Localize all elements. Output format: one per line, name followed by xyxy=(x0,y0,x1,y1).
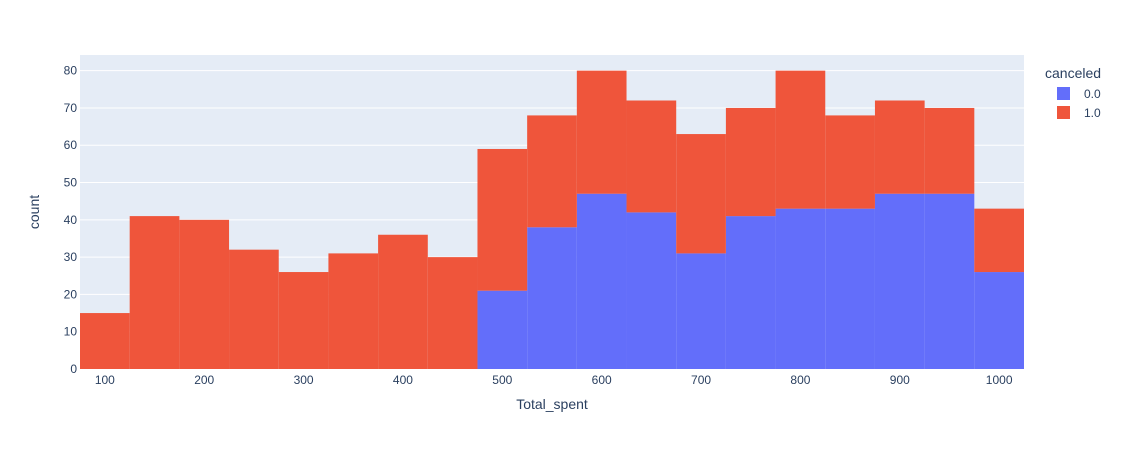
bars xyxy=(80,70,1024,369)
y-tick-label: 40 xyxy=(64,213,78,227)
bar-canceled-0.0-bin-900 xyxy=(874,193,925,369)
x-tick-labels: 100 200 300 400 500 600 700 800 900 1000 xyxy=(95,373,1013,387)
bar-canceled-0.0-bin-850 xyxy=(825,208,875,369)
x-tick-label: 300 xyxy=(294,373,314,387)
legend-title: canceled xyxy=(1045,65,1101,81)
x-tick-label: 1000 xyxy=(986,373,1013,387)
bar-canceled-1.0-bin-900 xyxy=(874,100,925,194)
bar-canceled-1.0-bin-800 xyxy=(775,70,826,209)
y-tick-label: 20 xyxy=(64,287,78,301)
x-axis-title: Total_spent xyxy=(516,396,588,412)
y-tick-label: 0 xyxy=(70,362,77,376)
bar-canceled-1.0-bin-200 xyxy=(179,219,230,369)
y-tick-label: 60 xyxy=(64,138,78,152)
bar-canceled-1.0-bin-400 xyxy=(378,234,428,369)
x-tick-label: 100 xyxy=(95,373,115,387)
bar-canceled-1.0-bin-850 xyxy=(825,115,875,209)
x-tick-label: 800 xyxy=(790,373,810,387)
bar-canceled-0.0-bin-600 xyxy=(576,193,627,369)
bar-canceled-0.0-bin-750 xyxy=(725,216,776,369)
y-tick-label: 80 xyxy=(64,64,78,78)
bar-canceled-1.0-bin-350 xyxy=(328,253,379,369)
bar-canceled-1.0-bin-750 xyxy=(725,107,776,217)
bar-canceled-1.0-bin-150 xyxy=(129,216,180,369)
bar-canceled-1.0-bin-500 xyxy=(477,148,528,291)
y-tick-label: 10 xyxy=(64,325,78,339)
bar-canceled-0.0-bin-500 xyxy=(477,290,528,369)
bar-canceled-1.0-bin-700 xyxy=(676,134,726,254)
bar-canceled-1.0-bin-100 xyxy=(80,313,130,369)
bar-canceled-1.0-bin-450 xyxy=(427,257,478,369)
bar-canceled-0.0-bin-950 xyxy=(924,193,975,369)
bar-canceled-1.0-bin-1000 xyxy=(974,208,1024,273)
bar-canceled-0.0-bin-650 xyxy=(626,212,677,369)
y-tick-label: 70 xyxy=(64,101,78,115)
legend-swatch[interactable] xyxy=(1057,87,1070,100)
bar-canceled-0.0-bin-1000 xyxy=(974,272,1024,369)
x-tick-label: 600 xyxy=(592,373,612,387)
x-tick-label: 700 xyxy=(691,373,711,387)
y-tick-labels: 0 10 20 30 40 50 60 70 80 xyxy=(64,64,78,376)
bar-canceled-1.0-bin-250 xyxy=(229,249,279,369)
bar-canceled-0.0-bin-800 xyxy=(775,208,826,369)
bar-canceled-1.0-bin-650 xyxy=(626,100,677,213)
bar-canceled-1.0-bin-600 xyxy=(576,70,627,194)
legend-swatch[interactable] xyxy=(1057,106,1070,119)
y-axis-title: count xyxy=(26,195,42,229)
bar-canceled-1.0-bin-550 xyxy=(527,115,577,228)
legend-label[interactable]: 0.0 xyxy=(1084,87,1101,101)
x-tick-label: 400 xyxy=(393,373,413,387)
legend-label[interactable]: 1.0 xyxy=(1084,106,1101,120)
bar-canceled-0.0-bin-700 xyxy=(676,253,726,369)
x-tick-label: 900 xyxy=(890,373,910,387)
bar-canceled-1.0-bin-300 xyxy=(278,272,329,369)
bar-canceled-0.0-bin-550 xyxy=(527,227,577,369)
legend: canceled 0.0 1.0 xyxy=(1045,65,1101,120)
bar-canceled-1.0-bin-950 xyxy=(924,107,975,194)
y-tick-label: 30 xyxy=(64,250,78,264)
x-tick-label: 500 xyxy=(492,373,512,387)
y-tick-label: 50 xyxy=(64,176,78,190)
x-tick-label: 200 xyxy=(194,373,214,387)
